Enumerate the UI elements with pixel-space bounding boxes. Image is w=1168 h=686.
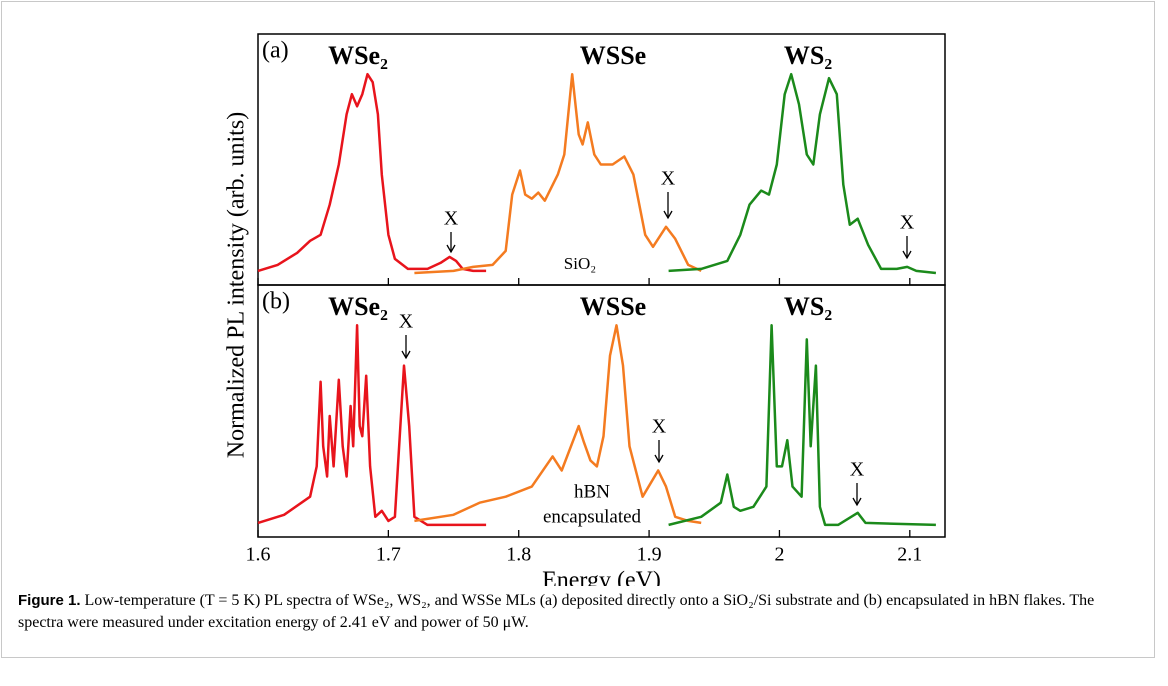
x-axis-label: Energy (eV): [542, 568, 661, 587]
spectrum-line: [668, 324, 936, 527]
spectrum-line: [257, 324, 487, 527]
y-axis-label: Normalized PL intensity (arb. units): [224, 112, 250, 458]
panel-label: (b): [262, 289, 290, 315]
substrate-note: encapsulated: [543, 506, 642, 527]
caption-label: Figure 1.: [18, 592, 81, 609]
series-label: WSe₂: [328, 292, 388, 321]
caption-text: Low-temperature (T = 5 K) PL spectra of …: [18, 592, 1095, 631]
substrate-note: SiO₂: [564, 254, 596, 273]
series-label: WS₂: [784, 41, 832, 70]
peak-annotation: X: [661, 168, 676, 190]
annotation-arrowhead: [401, 350, 411, 360]
series-label: WSSe: [580, 292, 646, 321]
plot-frame: [257, 284, 946, 538]
figure-frame: [1, 1, 1155, 658]
annotation-arrowhead: [852, 497, 862, 507]
peak-annotation: X: [399, 311, 414, 333]
substrate-note: hBN: [574, 481, 610, 502]
series-label: WSSe: [580, 41, 646, 70]
series-label: WS₂: [784, 292, 832, 321]
x-tick-label: 1.9: [637, 544, 662, 566]
series-label: WSe₂: [328, 41, 388, 70]
caption: Figure 1. Low-temperature (T = 5 K) PL s…: [18, 590, 1138, 634]
x-tick-label: 2: [774, 544, 784, 566]
annotation-arrowhead: [654, 454, 664, 464]
annotation-arrowhead: [446, 244, 456, 254]
spectrum-line: [668, 72, 937, 275]
spectrum-line: [257, 72, 487, 273]
panel-label: (a): [262, 38, 289, 64]
x-tick-label: 1.8: [506, 544, 531, 566]
x-tick-label: 2.1: [897, 544, 922, 566]
figure: WSe₂ WSSe WS₂ (a) X X X SiO₂ Normalized PL inten…: [224, 33, 946, 587]
x-tick-label: 1.7: [376, 544, 401, 566]
peak-annotation: X: [900, 212, 915, 234]
x-tick-label: 1.6: [246, 544, 271, 566]
annotation-arrowhead: [663, 210, 673, 220]
peak-annotation: X: [652, 416, 667, 438]
spectrum-line: [414, 324, 702, 525]
peak-annotation: X: [850, 459, 865, 481]
peak-annotation: X: [444, 208, 459, 230]
spectrum-line: [414, 72, 702, 275]
annotation-arrowhead: [902, 250, 912, 260]
